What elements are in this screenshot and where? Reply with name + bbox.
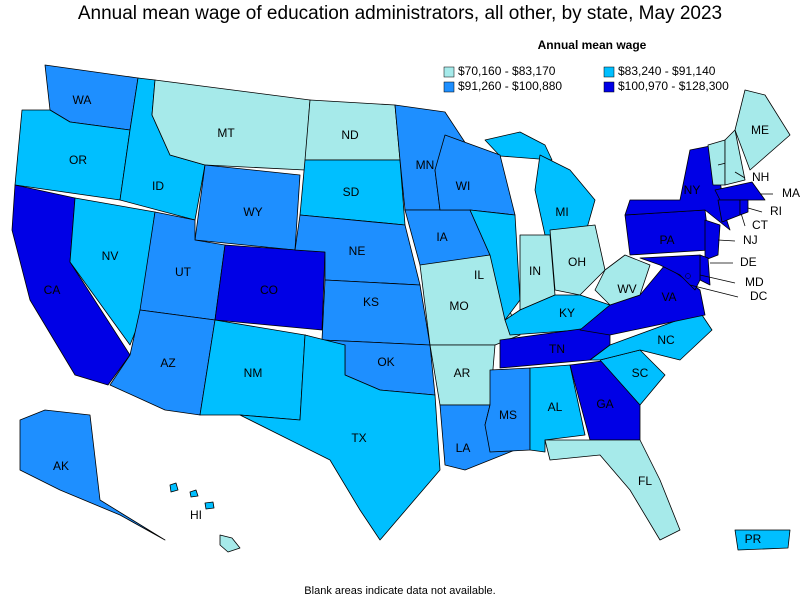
island	[169, 482, 179, 493]
state-label: OH	[568, 255, 586, 269]
state-label: WA	[73, 93, 92, 107]
state-label: NM	[244, 366, 263, 380]
state-label: NJ	[743, 233, 758, 247]
state	[239, 334, 441, 541]
state	[19, 409, 166, 541]
leader-line	[747, 207, 763, 213]
state-label: IN	[529, 264, 541, 278]
leader-line	[689, 284, 739, 298]
state-label: WY	[243, 205, 262, 219]
state-label: TX	[351, 431, 366, 445]
state-label: WV	[617, 282, 636, 296]
leader-line	[699, 274, 736, 284]
state-label: AL	[548, 400, 563, 414]
state-label: CT	[752, 218, 769, 232]
state-label: OK	[377, 355, 394, 369]
state-label: NE	[349, 244, 366, 258]
state	[594, 254, 651, 306]
state	[704, 219, 721, 261]
state-label: FL	[638, 474, 652, 488]
state-label: IA	[436, 230, 447, 244]
state	[321, 279, 431, 346]
state-label: AR	[454, 366, 471, 380]
legend-swatch	[443, 66, 455, 78]
state-label: NH	[752, 170, 769, 184]
map-title: Annual mean wage of education administra…	[78, 3, 722, 24]
state-label: VA	[661, 290, 676, 304]
state-label: PR	[745, 532, 762, 546]
state-label: KY	[559, 306, 575, 320]
state	[714, 181, 766, 201]
state-label: WI	[456, 179, 471, 193]
state-label: MA	[782, 186, 800, 200]
state-label: MI	[555, 205, 568, 219]
legend-label: $70,160 - $83,170	[458, 64, 556, 78]
state	[717, 199, 741, 223]
state-label: KS	[363, 295, 379, 309]
state	[685, 273, 691, 279]
state-label: NY	[684, 183, 701, 197]
state-label: LA	[456, 441, 471, 455]
state-label: RI	[770, 204, 782, 218]
island	[189, 489, 199, 498]
state-label: NV	[102, 249, 119, 263]
state	[724, 129, 746, 186]
state-label: MN	[416, 158, 435, 172]
state	[544, 439, 681, 541]
state	[534, 154, 596, 236]
state	[699, 254, 711, 286]
state-label: OR	[69, 153, 87, 167]
state-label: MD	[745, 275, 764, 289]
state-label: ME	[751, 123, 769, 137]
state-label: GA	[596, 397, 613, 411]
state-label: MO	[449, 299, 468, 313]
state-label: ND	[341, 128, 359, 142]
state-label: MS	[499, 408, 517, 422]
state-label: HI	[190, 508, 202, 522]
state	[639, 254, 701, 291]
legend-title: Annual mean wage	[538, 38, 647, 52]
leader-line	[717, 239, 736, 242]
legend-label: $83,240 - $91,140	[618, 64, 716, 78]
state	[469, 209, 521, 321]
state-label: IL	[474, 268, 484, 282]
state	[219, 534, 241, 553]
legend-label: $91,260 - $100,880	[458, 79, 562, 93]
legend-swatch	[603, 66, 615, 78]
state-label: CO	[260, 283, 278, 297]
leader-line	[734, 171, 746, 179]
state-label: ID	[152, 179, 164, 193]
state-label: NC	[657, 333, 675, 347]
state-label: DE	[740, 255, 757, 269]
state	[739, 199, 749, 216]
footnote: Blank areas indicate data not available.	[304, 585, 495, 597]
legend-swatch	[443, 81, 455, 93]
state-label: UT	[175, 265, 192, 279]
state	[504, 294, 611, 336]
island	[204, 501, 215, 510]
state-label: AK	[53, 459, 69, 473]
state	[734, 529, 791, 551]
state-label: PA	[659, 233, 674, 247]
state-label: AZ	[160, 356, 175, 370]
legend-label: $100,970 - $128,300	[618, 79, 729, 93]
state-label: CA	[44, 283, 61, 297]
state-label: SD	[343, 185, 360, 199]
legend-swatch	[603, 81, 615, 93]
state	[151, 79, 311, 171]
michigan-upper	[484, 131, 553, 161]
state-label: DC	[750, 289, 768, 303]
state-label: SC	[632, 366, 649, 380]
state	[549, 224, 606, 296]
state	[214, 244, 326, 331]
state	[734, 89, 791, 171]
state-label: TN	[549, 342, 565, 356]
state-label: MT	[217, 126, 235, 140]
